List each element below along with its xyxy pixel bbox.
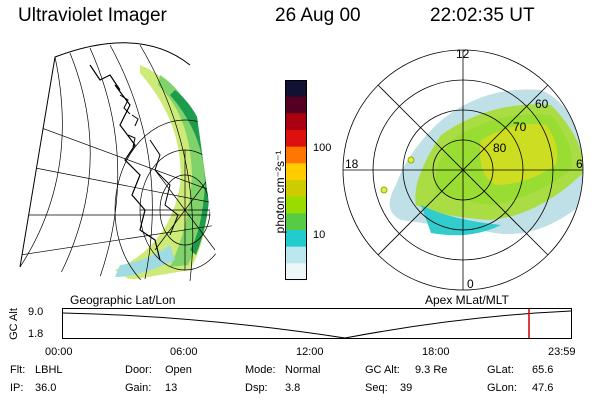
dsp-value: 3.8 <box>285 382 301 394</box>
seq-value: 39 <box>400 382 413 394</box>
mlat-label-60: 60 <box>535 97 549 111</box>
timeline-axis-label: GC Alt <box>7 308 20 340</box>
colorbar-swatch <box>285 230 307 248</box>
right-panel-caption: Apex MLat/MLT <box>425 293 509 307</box>
colorbar-swatch <box>285 163 307 181</box>
gain-value: 13 <box>165 382 178 394</box>
ip-value: 36.0 <box>35 382 57 394</box>
colorbar-swatch <box>285 113 307 131</box>
mlat-label-80: 80 <box>493 141 507 155</box>
app-title: Ultraviolet Imager <box>18 5 167 26</box>
left-panel-caption: Geographic Lat/Lon <box>70 293 176 307</box>
mode-value: Normal <box>285 364 321 376</box>
colorbar-unit-label: photon cm⁻²s⁻¹ <box>273 150 287 234</box>
altitude-timeline <box>62 308 572 339</box>
gain-key: Gain: <box>125 382 152 394</box>
timeline-ytick-high: 9.0 <box>28 306 44 318</box>
glat-value: 65.6 <box>532 364 554 376</box>
ip-key: IP: <box>10 382 24 394</box>
geographic-map <box>19 42 220 286</box>
colorbar <box>285 80 307 281</box>
colorbar-tick-10: 10 <box>313 229 326 241</box>
timeline-ytick-low: 1.8 <box>28 328 44 340</box>
mlt-label-18: 18 <box>345 157 359 171</box>
colorbar-swatch <box>285 96 307 114</box>
colorbar-swatch <box>285 213 307 231</box>
timeline-xtick-2359: 23:59 <box>548 346 576 358</box>
door-key: Door: <box>125 364 152 376</box>
flt-value: LBHL <box>35 364 63 376</box>
colorbar-swatch <box>285 80 307 98</box>
flt-key: Flt: <box>10 364 26 376</box>
timeline-xtick-1800: 18:00 <box>422 346 450 358</box>
gcalt-value: 9.3 Re <box>415 364 448 376</box>
colorbar-swatch <box>285 130 307 148</box>
colorbar-swatch <box>285 180 307 198</box>
glon-value: 47.6 <box>532 382 554 394</box>
glon-key: GLon: <box>487 382 517 394</box>
mlt-label-12: 12 <box>456 47 470 61</box>
colorbar-swatch <box>285 146 307 164</box>
seq-key: Seq: <box>365 382 388 394</box>
colorbar-swatch <box>285 196 307 214</box>
colorbar-tick-100: 100 <box>313 142 332 154</box>
gcalt-key: GC Alt: <box>365 364 400 376</box>
polar-plot <box>342 49 584 291</box>
mode-key: Mode: <box>245 364 276 376</box>
timeline-xtick-0600: 06:00 <box>170 346 198 358</box>
date-label: 26 Aug 00 <box>275 5 361 26</box>
glat-key: GLat: <box>487 364 514 376</box>
mlat-label-70: 70 <box>513 120 527 134</box>
colorbar-border <box>285 80 307 280</box>
colorbar-swatch <box>285 263 307 281</box>
timeline-xtick-0000: 00:00 <box>45 346 73 358</box>
timeline-xtick-1200: 12:00 <box>296 346 324 358</box>
mlt-label-6: 6 <box>576 157 583 171</box>
time-label: 22:02:35 UT <box>430 5 535 26</box>
door-value: Open <box>165 364 192 376</box>
colorbar-swatch <box>285 246 307 264</box>
mlt-label-0: 0 <box>467 277 474 291</box>
dsp-key: Dsp: <box>245 382 268 394</box>
